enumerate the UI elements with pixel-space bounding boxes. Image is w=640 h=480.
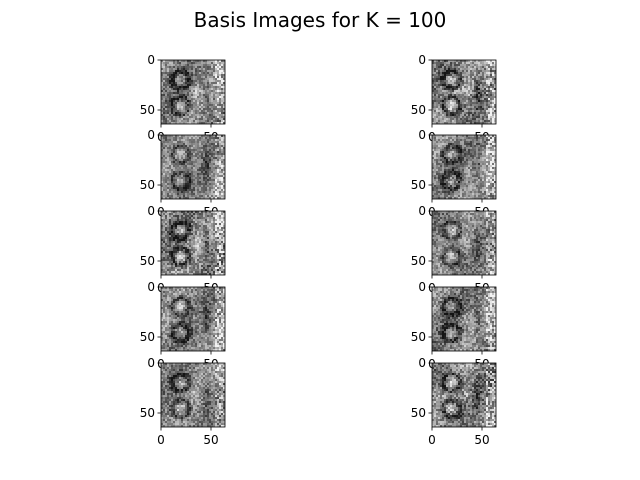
basis-image — [161, 363, 226, 428]
y-tick-label: 50 — [411, 330, 426, 344]
axes-frame — [431, 286, 497, 352]
y-tick-label: 50 — [411, 178, 426, 192]
axes-frame — [431, 134, 497, 200]
x-tick-label: 0 — [428, 433, 436, 447]
y-tick-label: 0 — [147, 280, 155, 294]
y-tick-label: 50 — [140, 178, 155, 192]
figure-title: Basis Images for K = 100 — [193, 8, 447, 32]
y-tick-label: 50 — [411, 103, 426, 117]
basis-image — [161, 211, 226, 276]
basis-image — [432, 363, 497, 428]
x-tick-label: 0 — [157, 433, 165, 447]
y-tick-label: 0 — [418, 53, 426, 67]
axes-frame — [160, 210, 226, 276]
axes-frame — [160, 59, 226, 125]
basis-image — [161, 287, 226, 352]
y-tick-label: 0 — [147, 128, 155, 142]
axes-frame — [431, 59, 497, 125]
y-tick-label: 50 — [140, 254, 155, 268]
axes-frame — [160, 362, 226, 428]
basis-image — [432, 135, 497, 200]
y-tick-label: 50 — [140, 330, 155, 344]
y-tick-label: 50 — [140, 406, 155, 420]
axes-frame — [431, 362, 497, 428]
basis-image — [161, 135, 226, 200]
axes-frame — [431, 210, 497, 276]
basis-image — [432, 211, 497, 276]
y-tick-label: 50 — [411, 406, 426, 420]
y-tick-label: 50 — [411, 254, 426, 268]
y-tick-label: 0 — [147, 53, 155, 67]
y-tick-label: 0 — [418, 356, 426, 370]
axes-frame — [160, 286, 226, 352]
basis-image — [161, 60, 226, 125]
x-tick-label: 50 — [474, 433, 489, 447]
y-tick-label: 50 — [140, 103, 155, 117]
basis-image — [432, 287, 497, 352]
y-tick-label: 0 — [418, 128, 426, 142]
y-tick-label: 0 — [147, 204, 155, 218]
x-tick-label: 50 — [203, 433, 218, 447]
y-tick-label: 0 — [147, 356, 155, 370]
basis-image — [432, 60, 497, 125]
y-tick-label: 0 — [418, 204, 426, 218]
y-tick-label: 0 — [418, 280, 426, 294]
axes-frame — [160, 134, 226, 200]
